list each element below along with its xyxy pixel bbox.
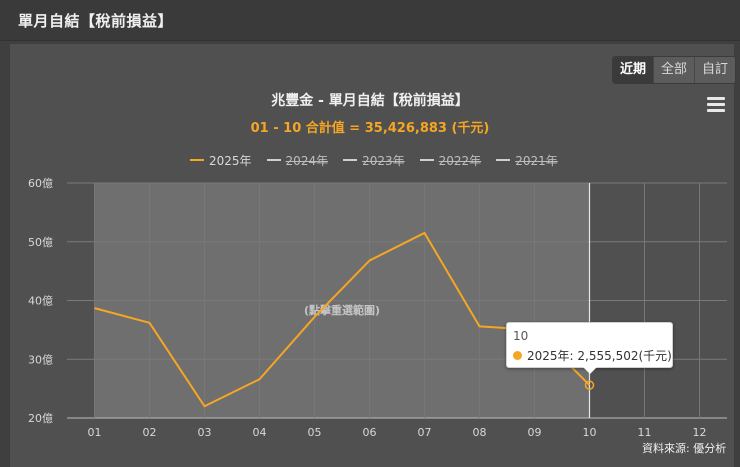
legend-line-icon (190, 159, 204, 161)
x-tick-label: 03 (198, 426, 212, 439)
range-button-group: 近期 全部 自訂 (612, 56, 737, 84)
x-tick-label: 10 (583, 426, 597, 439)
y-tick-label: 40億 (28, 295, 53, 308)
x-tick-label: 02 (143, 426, 157, 439)
x-tick-label: 05 (308, 426, 322, 439)
legend-label: 2024年 (285, 153, 329, 168)
range-custom-button[interactable]: 自訂 (695, 57, 736, 83)
data-source-label: 資料來源: 優分析 (642, 442, 727, 455)
legend-item-2023[interactable]: 2023年 (343, 151, 405, 169)
tooltip-row: 2025年: 2,555,502(千元) (513, 347, 672, 364)
card-header: 單月自結【稅前損益】 (0, 0, 740, 41)
selection-label: (點擊重選範圍) (304, 303, 380, 317)
chart-title: 兆豐金 - 單月自結【稅前損益】 (271, 93, 469, 109)
legend-line-icon (343, 159, 358, 161)
x-tick-label: 06 (363, 426, 377, 439)
x-tick-label: 07 (418, 426, 432, 439)
legend-item-2022[interactable]: 2022年 (419, 151, 482, 169)
y-tick-label: 50億 (28, 236, 53, 249)
chart-subtitle: 01 - 10 合計值 = 35,426,883 (千元) (250, 121, 490, 136)
x-tick-label: 09 (528, 426, 542, 439)
x-tick-label: 01 (88, 426, 102, 439)
x-tick-label: 12 (693, 426, 707, 439)
y-tick-label: 60億 (28, 177, 53, 190)
x-tick-label: 11 (638, 426, 652, 439)
legend-label: 2025年 (209, 153, 252, 168)
x-tick-label: 08 (473, 426, 487, 439)
legend-line-icon (496, 159, 511, 161)
legend-label: 2022年 (438, 153, 482, 168)
legend-label: 2023年 (362, 153, 405, 168)
range-recent-button[interactable]: 近期 (613, 57, 655, 83)
y-tick-label: 20億 (28, 412, 53, 425)
legend-label: 2021年 (515, 153, 558, 168)
legend-line-icon (266, 159, 281, 161)
chart-legend: 2025年 2024年 2023年 2022年 2021年 (190, 151, 558, 169)
series-dot-icon (513, 351, 522, 360)
range-all-button[interactable]: 全部 (654, 57, 696, 83)
card-title: 單月自結【稅前損益】 (18, 12, 174, 30)
y-tick-label: 30億 (28, 353, 53, 366)
legend-item-2024[interactable]: 2024年 (266, 151, 329, 169)
tooltip-value: 2025年: 2,555,502(千元) (527, 349, 672, 363)
tooltip-header: 10 (513, 329, 529, 343)
legend-item-2021[interactable]: 2021年 (496, 151, 558, 169)
chart-menu-icon[interactable] (704, 94, 728, 116)
legend-item-2025[interactable]: 2025年 (190, 151, 252, 169)
data-point (584, 380, 595, 390)
legend-line-icon (419, 159, 434, 161)
chart-tooltip: 10 2025年: 2,555,502(千元) (506, 322, 673, 374)
x-tick-label: 04 (253, 426, 267, 439)
